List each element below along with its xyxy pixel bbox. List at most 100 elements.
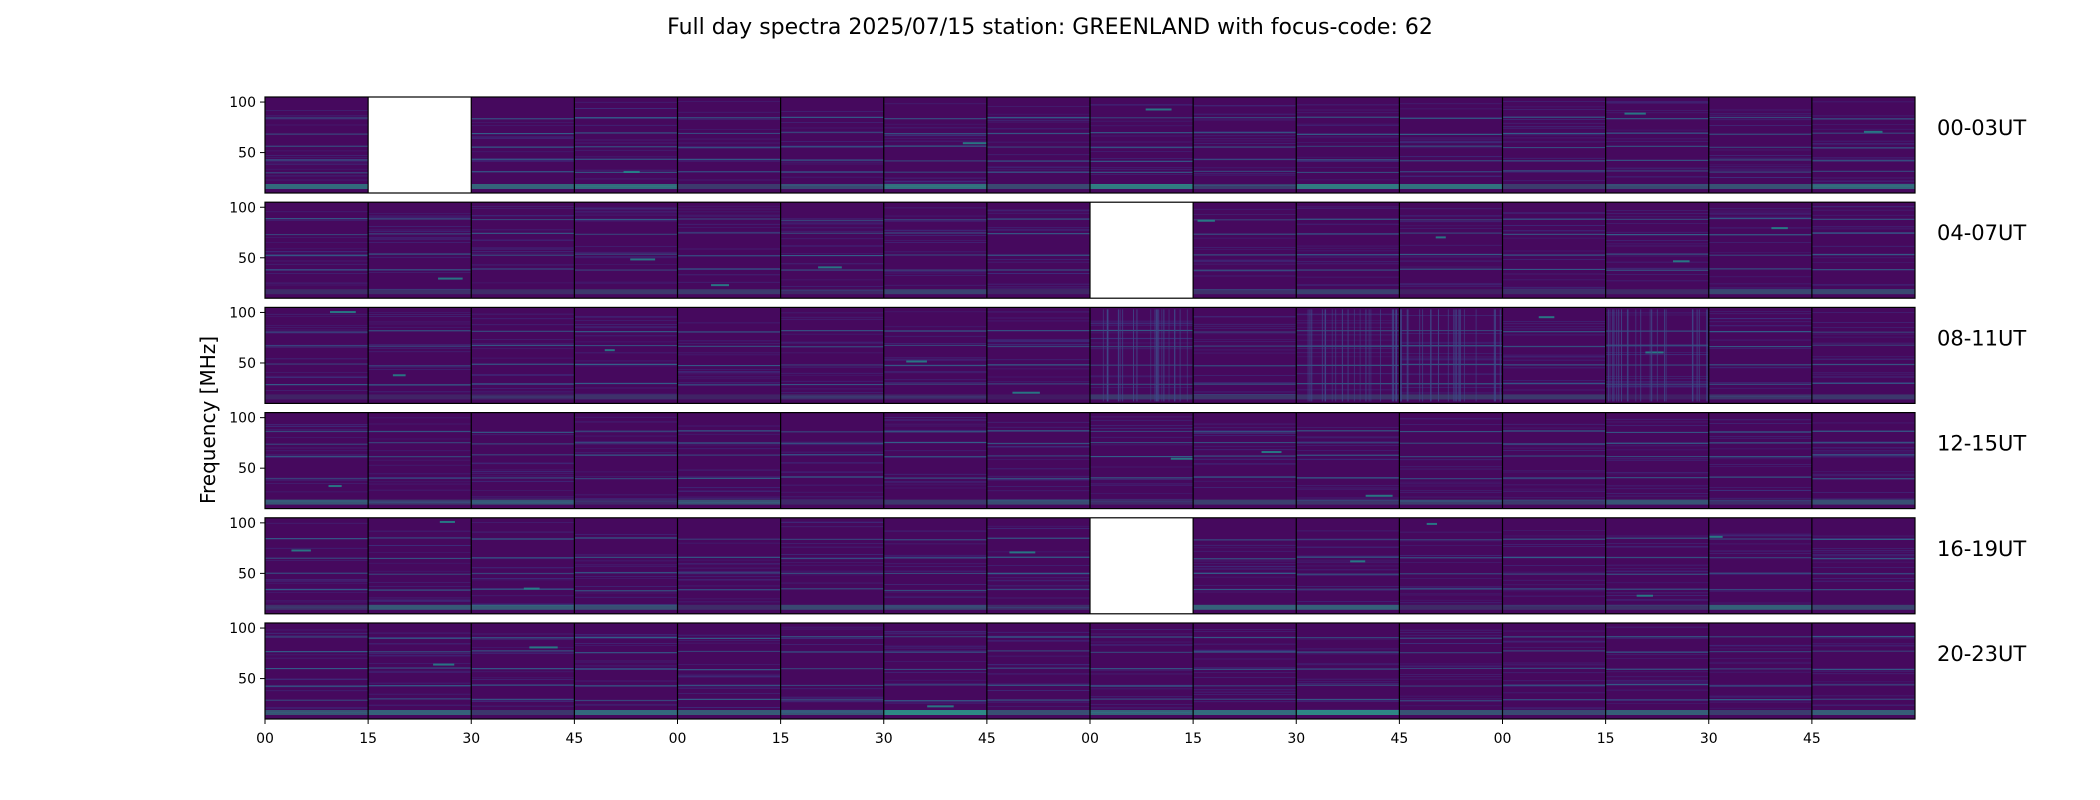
low-frequency-band — [574, 184, 678, 189]
spectrogram-panel — [1502, 623, 1606, 719]
y-tick-label: 100 — [229, 516, 256, 532]
low-frequency-band — [1193, 499, 1297, 505]
spectrogram-panel — [1296, 97, 1400, 193]
panel-background — [1399, 202, 1503, 299]
y-tick-label: 50 — [238, 251, 256, 267]
x-tick-label: 30 — [1287, 731, 1305, 747]
low-frequency-band — [471, 499, 575, 505]
row-time-label: 12-15UT — [1937, 432, 2026, 456]
panel-background — [1090, 307, 1194, 404]
spectrogram-panel — [1708, 412, 1812, 509]
low-frequency-band — [1399, 394, 1503, 400]
x-tick-label: 15 — [1597, 731, 1615, 747]
panel-background — [368, 623, 472, 719]
spectrogram-panel — [574, 307, 678, 404]
panel-background — [780, 202, 884, 299]
panel-background — [1811, 202, 1915, 299]
panel-background — [1193, 307, 1297, 404]
low-frequency-band — [883, 289, 987, 295]
low-frequency-band — [1605, 289, 1709, 295]
panel-background — [883, 307, 987, 404]
spectrogram-panel — [986, 97, 1090, 193]
low-frequency-band — [471, 289, 575, 295]
panel-background — [471, 623, 575, 719]
row-time-label: 16-19UT — [1937, 537, 2026, 561]
low-frequency-band — [780, 499, 884, 505]
spectrogram-panel — [1502, 517, 1606, 614]
low-frequency-band — [1811, 394, 1915, 400]
panel-background — [677, 307, 781, 404]
panel-background — [986, 202, 1090, 299]
panel-background — [1399, 97, 1503, 193]
signal-burst — [328, 485, 342, 488]
low-frequency-band — [1399, 604, 1503, 610]
spectrogram-panel — [1811, 517, 1915, 614]
panel-background — [1502, 412, 1606, 509]
signal-burst — [630, 258, 656, 261]
low-frequency-band — [265, 184, 369, 189]
spectra-row-04-07UT: 50 100 04-07UT — [229, 200, 2026, 299]
panel-background — [265, 97, 369, 193]
low-frequency-band — [574, 499, 678, 505]
spectrogram-panel — [677, 202, 781, 299]
spectrogram-panel — [1502, 97, 1606, 193]
panel-background — [1193, 97, 1297, 193]
low-frequency-band — [1193, 604, 1297, 610]
panel-background — [368, 517, 472, 614]
low-frequency-band — [471, 710, 575, 715]
y-tick-label: 100 — [229, 411, 256, 427]
panel-background — [1708, 517, 1812, 614]
low-frequency-band — [574, 394, 678, 400]
spectrogram-panel — [1708, 307, 1812, 404]
panel-background — [1811, 97, 1915, 193]
low-frequency-band — [1399, 499, 1503, 505]
panel-background — [883, 97, 987, 193]
spectrogram-panel — [1605, 517, 1709, 614]
panel-background — [1708, 97, 1812, 193]
spectrogram-panel — [265, 623, 369, 719]
low-frequency-band — [1708, 394, 1812, 400]
panel-background — [1296, 412, 1400, 509]
x-tick-label: 00 — [1494, 731, 1512, 747]
low-frequency-band — [471, 394, 575, 400]
spectrogram-panel — [1193, 412, 1297, 509]
low-frequency-band — [1811, 184, 1915, 189]
panel-background — [1399, 517, 1503, 614]
spectra-row-00-03UT: 50 100 00-03UT — [229, 95, 2026, 194]
x-tick-label: 45 — [1803, 731, 1821, 747]
signal-burst — [1624, 112, 1646, 115]
spectrogram-panel — [1296, 623, 1400, 719]
panel-background — [677, 517, 781, 614]
spectrogram-panel — [1296, 412, 1400, 509]
spectrogram-panel — [1399, 517, 1503, 614]
x-tick-label: 15 — [1184, 731, 1202, 747]
low-frequency-band — [780, 394, 884, 400]
spectrogram-panel — [1296, 517, 1400, 614]
signal-burst — [329, 311, 356, 314]
missing-data-panel — [1090, 517, 1194, 614]
spectrogram-panel — [1090, 623, 1194, 719]
panel-background — [1502, 97, 1606, 193]
panel-background — [1811, 412, 1915, 509]
spectrogram-panel — [574, 623, 678, 719]
spectrogram-panel — [780, 202, 884, 299]
signal-burst — [392, 374, 406, 377]
low-frequency-band — [1708, 604, 1812, 610]
spectrogram-panel — [471, 412, 575, 509]
spectra-rows: 50 100 00-03UT 50 100 04-07UT 50 100 08-11UT 50 10… — [229, 95, 2026, 720]
panel-background — [780, 517, 884, 614]
low-frequency-band — [780, 184, 884, 189]
signal-burst — [1673, 260, 1690, 263]
spectrogram-panel — [1090, 307, 1194, 404]
low-frequency-band — [677, 289, 781, 295]
low-frequency-band — [1090, 710, 1194, 715]
y-tick-label: 50 — [238, 356, 256, 372]
spectrogram-panel — [1193, 517, 1297, 614]
spectrogram-panel — [574, 202, 678, 299]
spectrogram-panel — [265, 202, 369, 299]
signal-burst — [1709, 535, 1723, 538]
spectrogram-panel — [883, 623, 987, 719]
spectrogram-panel — [883, 202, 987, 299]
low-frequency-band — [780, 710, 884, 715]
signal-burst — [438, 277, 463, 280]
